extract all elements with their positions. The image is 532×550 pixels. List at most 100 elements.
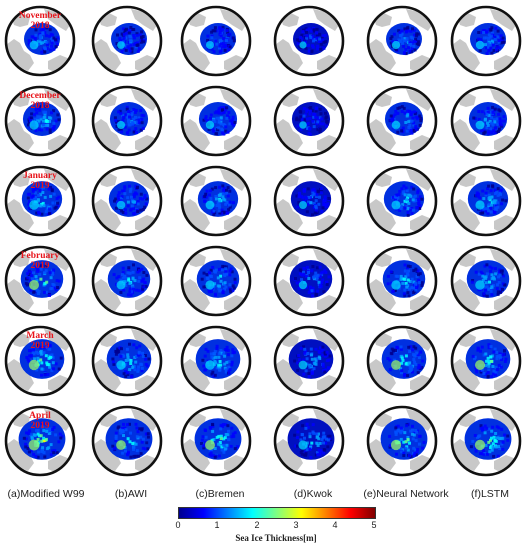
ice-thickness-cell <box>42 346 46 350</box>
ice-thickness-cell <box>490 203 494 207</box>
ice-thickness-cell <box>225 29 229 32</box>
ice-thickness-cell <box>49 443 53 447</box>
ice-thickness-cell <box>318 39 322 43</box>
ice-thickness-cell <box>137 118 141 122</box>
ice-thickness-cell <box>43 31 47 35</box>
ice-thickness-cell <box>44 354 48 358</box>
ice-thickness-cell <box>33 197 37 201</box>
thick-ice-core <box>390 439 402 451</box>
sea-ice-map <box>91 85 163 157</box>
ice-thickness-cell <box>36 117 40 121</box>
ice-thickness-cell <box>128 49 132 53</box>
ice-thickness-cell <box>497 445 500 448</box>
ice-thickness-cell <box>317 202 321 206</box>
land-mass <box>406 9 432 31</box>
sea-ice-map <box>4 85 76 157</box>
ice-thickness-cell <box>44 264 48 268</box>
land-mass <box>93 199 121 231</box>
ice-thickness-cell <box>139 192 143 196</box>
ice-thickness-cell <box>219 351 223 355</box>
ice-thickness-cell <box>37 210 40 214</box>
ice-thickness-cell <box>140 267 144 271</box>
sea-ice-map <box>450 245 522 317</box>
ice-thickness-cell <box>409 128 413 132</box>
ice-thickness-cell <box>125 105 129 109</box>
ice-thickness-cell <box>41 119 45 123</box>
ice-thickness-cell <box>216 111 220 115</box>
ice-thickness-cell <box>44 110 48 114</box>
ice-thickness-cell <box>135 192 139 196</box>
ice-thickness-cell <box>311 34 315 38</box>
ice-thickness-cell <box>133 355 137 359</box>
ice-thickness-cell <box>125 131 129 135</box>
ice-thickness-cell <box>311 119 315 123</box>
ice-thickness-cell <box>36 432 40 436</box>
ice-thickness-cell <box>477 288 481 292</box>
ice-thickness-cell <box>484 30 488 34</box>
ice-thickness-cell <box>305 28 309 32</box>
ice-thickness-cell <box>309 34 312 38</box>
ice-thickness-cell <box>141 446 145 450</box>
ice-thickness-cell <box>302 267 306 270</box>
ice-thickness-cell <box>497 112 501 116</box>
ice-thickness-cell <box>489 269 493 273</box>
ice-thickness-cell <box>493 107 497 111</box>
ice-thickness-cell <box>119 278 123 282</box>
ice-thickness-cell <box>119 428 122 432</box>
ice-thickness-cell <box>32 452 36 456</box>
ice-thickness-cell <box>479 426 483 430</box>
ice-thickness-cell <box>27 202 31 206</box>
ice-thickness-cell <box>318 127 322 131</box>
ice-thickness-cell <box>407 345 411 349</box>
ice-thickness-cell <box>226 424 230 428</box>
ice-thickness-cell <box>212 129 216 133</box>
ice-thickness-cell <box>306 352 310 355</box>
ice-thickness-cell <box>132 446 136 449</box>
sea-ice-map <box>180 5 252 77</box>
ice-thickness-cell <box>417 273 420 277</box>
ice-thickness-cell <box>227 203 231 207</box>
ice-thickness-cell <box>321 436 325 440</box>
ice-thickness-cell <box>393 288 397 292</box>
ice-thickness-cell <box>228 269 232 273</box>
ice-thickness-cell <box>37 119 41 123</box>
ice-thickness-cell <box>231 348 235 352</box>
ice-thickness-cell <box>476 37 480 41</box>
ice-thickness-cell <box>489 46 493 50</box>
ice-thickness-cell <box>220 212 224 216</box>
ice-thickness-cell <box>412 110 416 114</box>
ice-thickness-cell <box>227 33 231 37</box>
ice-thickness-cell <box>410 207 414 210</box>
ice-thickness-cell <box>119 354 123 358</box>
ice-thickness-cell <box>388 444 392 447</box>
ice-thickness-cell <box>495 350 499 354</box>
ice-thickness-cell <box>26 358 30 362</box>
ice-thickness-cell <box>489 438 492 442</box>
ice-thickness-cell <box>224 129 228 133</box>
ice-thickness-cell <box>402 374 406 378</box>
ice-thickness-cell <box>482 197 486 201</box>
ice-thickness-cell <box>484 209 488 213</box>
ice-thickness-cell <box>500 202 504 206</box>
ice-thickness-cell <box>408 43 412 47</box>
ice-thickness-cell <box>134 109 138 112</box>
ice-thickness-cell <box>138 33 142 37</box>
ice-thickness-cell <box>327 197 331 200</box>
ice-thickness-cell <box>126 353 130 357</box>
ice-thickness-cell <box>475 370 479 374</box>
ice-thickness-cell <box>420 281 424 285</box>
ice-thickness-cell <box>478 49 482 53</box>
ice-thickness-cell <box>211 370 215 374</box>
ice-thickness-cell <box>413 33 417 37</box>
ice-thickness-cell <box>422 440 426 444</box>
ice-thickness-cell <box>398 447 402 450</box>
thick-ice-core <box>206 41 214 49</box>
ice-thickness-cell <box>406 266 409 270</box>
ice-thickness-cell <box>411 424 414 428</box>
ice-thickness-cell <box>224 423 228 427</box>
map-border <box>4 245 76 317</box>
ice-thickness-cell <box>484 288 487 292</box>
ice-thickness-cell <box>315 47 319 51</box>
ice-thickness-cell <box>500 427 504 431</box>
sea-ice-map <box>180 325 252 397</box>
